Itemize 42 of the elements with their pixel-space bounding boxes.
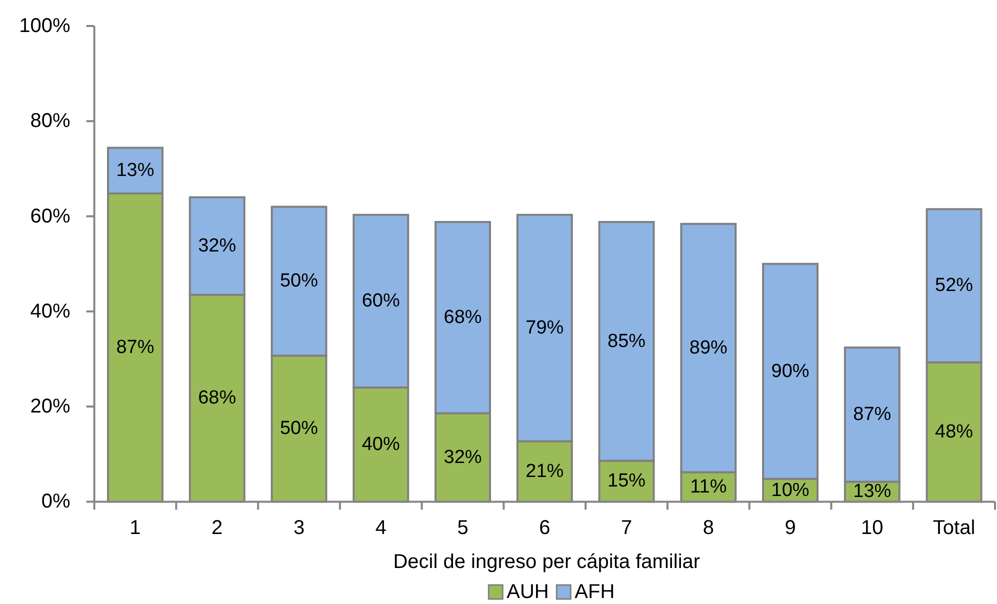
annotation: 87% xyxy=(853,404,892,426)
x-axis-title: Decil de ingreso per cápita familiar xyxy=(393,551,700,573)
annotation: 90% xyxy=(771,360,810,382)
annotation: 40% xyxy=(362,434,400,456)
y-tick-label: 0% xyxy=(41,490,71,513)
x-tick-label: 5 xyxy=(457,517,468,539)
annotation: 48% xyxy=(935,422,974,443)
x-tick-label: 3 xyxy=(293,517,305,539)
annotation: 15% xyxy=(608,470,646,492)
annotation: 85% xyxy=(608,330,646,352)
x-tick-label: 6 xyxy=(539,517,550,539)
annotation: 89% xyxy=(689,338,728,359)
y-tick-label: 100% xyxy=(19,15,71,37)
annotation: 79% xyxy=(526,318,564,339)
annotation: 50% xyxy=(280,270,318,292)
annotation: 60% xyxy=(362,290,400,312)
y-tick-label: 40% xyxy=(30,300,71,322)
legend-label: AFH xyxy=(574,581,615,603)
annotation: 10% xyxy=(771,480,810,501)
annotation: 68% xyxy=(198,388,236,409)
x-tick-label: Total xyxy=(932,517,976,539)
annotation: 13% xyxy=(116,160,154,182)
x-tick-label: 9 xyxy=(784,517,796,539)
annotation: 87% xyxy=(116,337,154,358)
x-tick-label: 4 xyxy=(375,517,386,539)
x-tick-label: 8 xyxy=(702,517,714,539)
x-tick-label: 7 xyxy=(620,517,632,539)
annotation: 68% xyxy=(444,307,482,328)
y-tick-label: 80% xyxy=(30,110,71,132)
annotation: 32% xyxy=(198,236,236,257)
y-tick-label: 20% xyxy=(30,396,71,418)
annotation: 21% xyxy=(526,460,564,482)
annotation: 52% xyxy=(935,275,974,296)
annotation: 13% xyxy=(853,481,892,502)
y-tick-label: 60% xyxy=(30,205,71,228)
legend-label: AUH xyxy=(506,581,549,603)
x-tick-label: 2 xyxy=(212,517,223,539)
annotation: 50% xyxy=(280,418,318,440)
annotation: 32% xyxy=(444,446,482,468)
x-tick-label: 10 xyxy=(861,517,884,539)
annotation: 11% xyxy=(690,476,727,498)
x-tick-label: 1 xyxy=(130,517,141,539)
